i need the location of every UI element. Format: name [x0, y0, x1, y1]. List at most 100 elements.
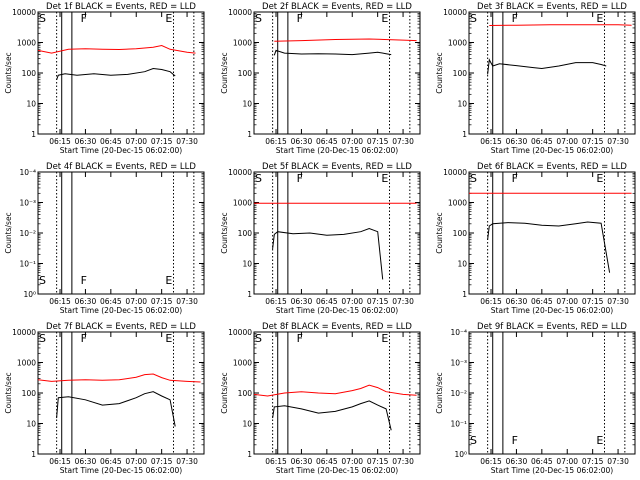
plot-title: Det 6f BLACK = Events, RED = LLD — [477, 162, 627, 172]
x-tick-label: 06:15 — [49, 457, 71, 466]
plot-title: Det 1f BLACK = Events, RED = LLD — [46, 2, 196, 12]
x-tick-label: 06:30 — [506, 457, 528, 466]
lld-series-line — [489, 24, 632, 26]
y-tick-label: 10000 — [228, 328, 252, 337]
marker-label-s: S — [255, 172, 262, 185]
x-axis-label: Start Time (20-Dec-15 06:02:00) — [60, 306, 182, 315]
y-axis-label: Counts/sec — [4, 52, 13, 93]
marker-label-f: F — [297, 12, 303, 25]
marker-label-f: F — [297, 332, 303, 345]
x-tick-label: 07:15 — [582, 137, 604, 146]
plot-frame — [468, 11, 636, 135]
x-axis-label: Start Time (20-Dec-15 06:02:00) — [60, 146, 182, 155]
y-tick-label: 10⁻³ — [450, 359, 467, 368]
events-series-line — [272, 227, 384, 280]
x-tick-label: 06:15 — [480, 137, 502, 146]
x-tick-label: 06:30 — [506, 137, 528, 146]
events-series-line — [56, 67, 176, 80]
marker-label-e: E — [596, 172, 603, 185]
y-tick-label: 10 — [242, 100, 252, 109]
y-tick-label: 10 — [26, 100, 36, 109]
x-tick-label: 06:15 — [265, 137, 287, 146]
x-tick-label: 06:30 — [75, 137, 97, 146]
y-tick-label: 10⁻² — [450, 389, 467, 398]
chart-det-2: Det 2f BLACK = Events, RED = LLD 1 10 100 10… — [220, 2, 421, 155]
x-tick-label: 06:45 — [531, 457, 553, 466]
x-tick-label: 07:30 — [607, 137, 629, 146]
lld-series-line — [274, 38, 417, 42]
chart-det-6: Det 6f BLACK = Events, RED = LLD 1 10 100 10… — [435, 162, 636, 315]
x-tick-label: 06:45 — [316, 297, 338, 306]
y-tick-label: 1000 — [17, 359, 36, 368]
y-tick-label: 100 — [453, 69, 468, 78]
y-tick-label: 10⁻¹ — [450, 420, 467, 429]
y-tick-label: 10000 — [228, 168, 252, 177]
x-tick-label: 07:00 — [556, 297, 578, 306]
plot-frame — [253, 11, 421, 135]
x-tick-label: 07:15 — [151, 137, 173, 146]
x-axis-label: Start Time (20-Dec-15 06:02:00) — [276, 306, 398, 315]
marker-label-s: S — [470, 172, 477, 185]
marker-label-f: F — [81, 274, 87, 287]
y-tick-label: 1000 — [233, 359, 252, 368]
x-tick-label: 06:30 — [291, 457, 313, 466]
x-tick-label: 06:30 — [291, 297, 313, 306]
x-axis-label: Start Time (20-Dec-15 06:02:00) — [60, 466, 182, 475]
lld-series-line — [253, 384, 417, 397]
x-tick-label: 07:00 — [125, 297, 147, 306]
x-tick-label: 06:30 — [506, 297, 528, 306]
plot-title: Det 9f BLACK = Events, RED = LLD — [477, 322, 627, 332]
y-axis-label: Counts/sec — [435, 372, 444, 413]
marker-label-f: F — [512, 434, 518, 447]
x-tick-label: 07:15 — [367, 137, 389, 146]
marker-label-e: E — [596, 434, 603, 447]
y-tick-label: 1 — [247, 450, 252, 459]
marker-label-e: E — [165, 12, 172, 25]
x-tick-label: 07:15 — [367, 457, 389, 466]
marker-label-f: F — [512, 172, 518, 185]
x-tick-label: 06:45 — [100, 297, 122, 306]
y-tick-label: 10⁰ — [23, 290, 36, 299]
events-series-line — [56, 391, 176, 427]
x-tick-label: 06:30 — [75, 457, 97, 466]
x-tick-label: 07:15 — [582, 297, 604, 306]
y-axis-label: Counts/sec — [435, 52, 444, 93]
chart-det-7: Det 7f BLACK = Events, RED = LLD 1 10 100 10… — [4, 322, 205, 475]
y-tick-label: 1000 — [448, 39, 467, 48]
marker-label-e: E — [381, 332, 388, 345]
x-tick-label: 07:15 — [367, 297, 389, 306]
y-axis-label: Counts/sec — [435, 212, 444, 253]
lld-series-line — [37, 373, 201, 383]
x-tick-label: 06:15 — [480, 297, 502, 306]
y-tick-label: 100 — [238, 389, 253, 398]
y-axis-label: Counts/sec — [220, 52, 229, 93]
y-tick-label: 10⁻⁴ — [19, 168, 36, 177]
plot-title: Det 7f BLACK = Events, RED = LLD — [46, 322, 196, 332]
x-tick-label: 07:00 — [341, 297, 363, 306]
marker-label-s: S — [255, 332, 262, 345]
y-axis-label: Counts/sec — [4, 212, 13, 253]
events-series-line — [487, 221, 611, 273]
x-tick-label: 07:15 — [582, 457, 604, 466]
y-tick-label: 10000 — [12, 328, 36, 337]
x-tick-label: 07:00 — [341, 137, 363, 146]
marker-label-f: F — [512, 12, 518, 25]
y-tick-label: 1000 — [233, 199, 252, 208]
y-tick-label: 10⁻³ — [19, 199, 36, 208]
x-tick-label: 06:30 — [75, 297, 97, 306]
x-tick-label: 06:15 — [480, 457, 502, 466]
plot-title: Det 5f BLACK = Events, RED = LLD — [262, 162, 412, 172]
y-tick-label: 10 — [242, 260, 252, 269]
marker-label-s: S — [470, 434, 477, 447]
x-tick-label: 06:30 — [291, 137, 313, 146]
y-tick-label: 10 — [457, 100, 467, 109]
x-tick-label: 07:30 — [392, 297, 414, 306]
y-tick-label: 10 — [457, 260, 467, 269]
marker-label-f: F — [81, 12, 87, 25]
y-tick-label: 1 — [31, 130, 36, 139]
chart-det-4: Det 4f BLACK = Events, RED = LLD 10⁰ 10⁻¹ 1… — [4, 162, 205, 315]
x-tick-label: 07:15 — [151, 457, 173, 466]
marker-label-s: S — [39, 332, 46, 345]
x-tick-label: 07:30 — [176, 297, 198, 306]
